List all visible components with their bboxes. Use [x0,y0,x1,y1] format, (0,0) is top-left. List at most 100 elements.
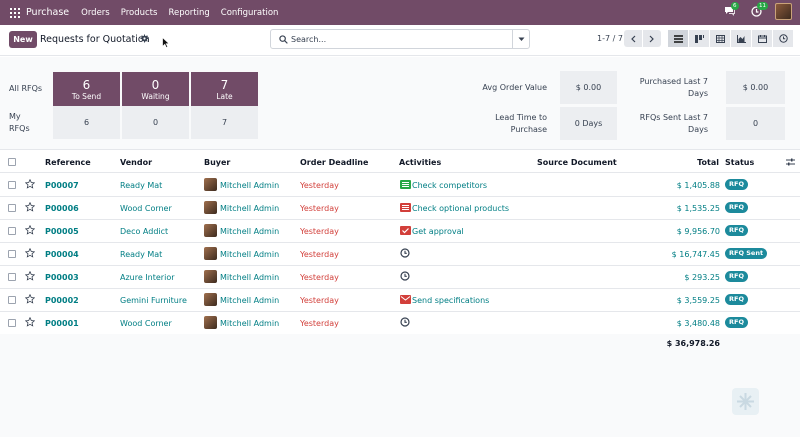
table-row[interactable]: P00003 Azure Interior Mitchell Admin Yester… [0,266,800,289]
col-activities[interactable]: Activities [399,158,442,167]
tile-my-to-send[interactable]: 6 [53,106,120,139]
row-buyer[interactable]: Mitchell Admin [220,227,280,236]
row-activity[interactable]: Get approval [412,227,464,236]
activities-button[interactable]: 11 [749,1,768,19]
row-buyer[interactable]: Mitchell Admin [220,296,280,305]
activity-type-icon[interactable] [400,295,411,304]
star-icon[interactable] [25,248,35,258]
kanban-view-button[interactable] [689,30,709,47]
col-vendor[interactable]: Vendor [120,158,153,167]
col-status[interactable]: Status [725,158,755,167]
row-reference[interactable]: P00007 [45,181,79,190]
table-row[interactable]: P00007 Ready Mat Mitchell Admin Yesterday Ch… [0,174,800,197]
row-reference[interactable]: P00004 [45,250,79,259]
col-reference[interactable]: Reference [45,158,91,167]
row-vendor[interactable]: Ready Mat [120,250,163,259]
star-icon[interactable] [25,271,35,281]
row-activity[interactable]: Send specifications [412,296,490,305]
tile-my-late[interactable]: 7 [191,106,258,139]
list-view-button[interactable] [668,30,688,47]
select-all-checkbox[interactable] [8,158,16,166]
tile-late-label: Late [216,92,233,101]
activity-view-button[interactable] [773,30,793,47]
purchase-dashboard [0,57,800,150]
col-source-document[interactable]: Source Document [537,158,617,167]
activity-clock-icon[interactable] [400,248,410,258]
table-row[interactable]: P00004 Ready Mat Mitchell Admin Yesterday $ … [0,243,800,266]
activity-type-icon[interactable] [400,180,411,189]
star-icon[interactable] [25,225,35,235]
kanban-icon [694,34,704,43]
row-reference[interactable]: P00001 [45,319,79,328]
row-buyer[interactable]: Mitchell Admin [220,319,280,328]
row-checkbox[interactable] [8,204,16,212]
messages-button[interactable]: 6 [723,1,739,19]
row-vendor[interactable]: Ready Mat [120,181,163,190]
app-brand[interactable]: Purchase [26,7,70,18]
menu-configuration[interactable]: Configuration [220,7,279,18]
table-row[interactable]: P00005 Deco Addict Mitchell Admin Yesterday… [0,220,800,243]
star-icon[interactable] [25,294,35,304]
pager-next-button[interactable] [643,30,661,47]
mouse-cursor-icon [162,37,170,49]
row-checkbox[interactable] [8,273,16,281]
pivot-view-button[interactable] [710,30,730,47]
row-checkbox[interactable] [8,227,16,235]
star-icon[interactable] [25,179,35,189]
pager-value[interactable]: 1-7 / 7 [597,34,623,43]
row-buyer[interactable]: Mitchell Admin [220,273,280,282]
tile-waiting-label: Waiting [141,92,170,101]
new-button[interactable]: New [9,31,37,48]
menu-products[interactable]: Products [120,7,158,18]
user-avatar[interactable] [775,3,792,20]
calendar-view-button[interactable] [752,30,772,47]
gear-icon[interactable] [140,34,149,43]
row-checkbox[interactable] [8,319,16,327]
search-input[interactable] [291,33,506,45]
apps-menu-icon[interactable] [10,7,20,18]
avg-order-value-label: Avg Order Value [482,83,547,92]
odoo-watermark-icon [732,388,759,415]
menu-reporting[interactable]: Reporting [168,7,210,18]
table-row[interactable]: P00002 Gemini Furniture Mitchell Admin Yest… [0,289,800,312]
star-icon[interactable] [25,317,35,327]
graph-view-button[interactable] [731,30,751,47]
row-activity[interactable]: Check optional products [412,204,510,213]
row-vendor[interactable]: Deco Addict [120,227,169,236]
row-vendor[interactable]: Wood Corner [120,204,172,213]
row-reference[interactable]: P00002 [45,296,79,305]
optional-columns-icon[interactable] [786,158,795,166]
tile-waiting[interactable]: 0 Waiting [122,72,189,108]
col-buyer[interactable]: Buyer [204,158,231,167]
row-checkbox[interactable] [8,250,16,258]
row-buyer[interactable]: Mitchell Admin [220,204,280,213]
table-row[interactable]: P00001 Wood Corner Mitchell Admin Yesterday… [0,312,800,335]
tile-late[interactable]: 7 Late [191,72,258,108]
row-reference[interactable]: P00003 [45,273,79,282]
activity-type-icon[interactable] [400,203,411,212]
row-vendor[interactable]: Wood Corner [120,319,172,328]
row-checkbox[interactable] [8,181,16,189]
row-buyer[interactable]: Mitchell Admin [220,181,280,190]
tile-my-waiting[interactable]: 0 [122,106,189,139]
row-checkbox[interactable] [8,296,16,304]
row-reference[interactable]: P00005 [45,227,79,236]
activity-clock-icon[interactable] [400,271,410,281]
activity-clock-icon[interactable] [400,317,410,327]
row-buyer[interactable]: Mitchell Admin [220,250,280,259]
col-total[interactable]: Total [697,158,719,167]
table-row[interactable]: P00006 Wood Corner Mitchell Admin Yesterday… [0,197,800,220]
activity-type-icon[interactable] [400,226,411,235]
menu-orders[interactable]: Orders [81,7,110,18]
search-options-toggle[interactable] [512,30,529,48]
tile-to-send[interactable]: 6 To Send [53,72,120,108]
buyer-avatar [204,247,217,260]
row-activity[interactable]: Check competitors [412,181,488,190]
pager-previous-button[interactable] [624,30,642,47]
row-reference[interactable]: P00006 [45,204,79,213]
star-icon[interactable] [25,202,35,212]
row-vendor[interactable]: Azure Interior [120,273,175,282]
search-icon [279,35,288,44]
col-order-deadline[interactable]: Order Deadline [300,158,369,167]
row-vendor[interactable]: Gemini Furniture [120,296,187,305]
